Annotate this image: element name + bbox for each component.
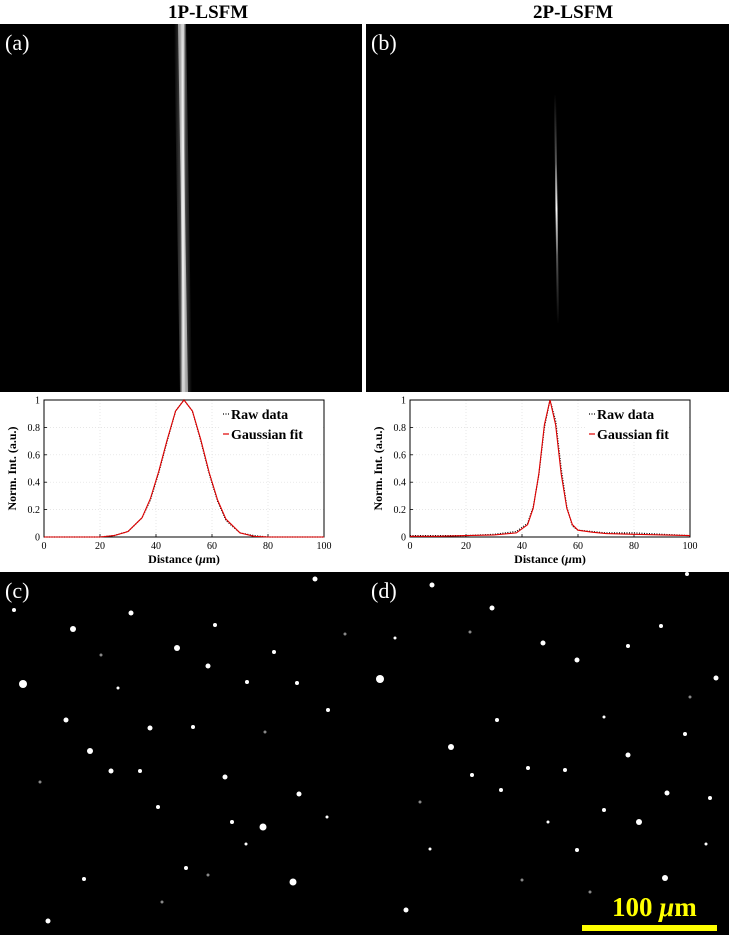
x-tick-label: 0 (408, 541, 413, 552)
x-tick-label: 0 (42, 541, 47, 552)
legend-box (587, 402, 688, 442)
x-tick-label: 20 (461, 541, 471, 552)
series-gaussian-fit (44, 399, 324, 538)
y-tick-label: 0.4 (28, 478, 41, 489)
bead-field (12, 572, 719, 924)
x-axis-title: Distance (μm) (514, 552, 586, 566)
x-tick-label: 100 (317, 541, 332, 552)
legend-label: Gaussian fit (597, 428, 669, 443)
x-tick-label: 80 (629, 541, 639, 552)
panel-label-a: (a) (5, 30, 30, 55)
beam-1p (174, 24, 192, 392)
x-tick-label: 40 (517, 541, 527, 552)
y-tick-label: 0.2 (394, 505, 407, 516)
column-title-1p: 1P-LSFM (168, 2, 249, 23)
beam-2p (554, 94, 559, 324)
legend-box (221, 402, 322, 442)
panel-a-light-sheet-1p: (a) (0, 24, 362, 392)
y-tick-label: 0.4 (394, 478, 407, 489)
x-axis-title: Distance (μm) (148, 552, 220, 566)
x-tick-label: 100 (683, 541, 698, 552)
legend-label: Raw data (597, 408, 654, 423)
legend-label: Gaussian fit (231, 428, 303, 443)
y-axis-title: Norm. Int. (a.u.) (5, 427, 19, 511)
series-gaussian-fit (410, 399, 691, 537)
panel-label-d: (d) (371, 578, 397, 603)
profile-plot-a: 0 20 40 60 80 100 0 0.2 0.4 0.6 0.8 1 Distance (μm) N… (0, 392, 362, 572)
series-raw-data (410, 399, 691, 537)
scale-bar (582, 925, 717, 931)
scale-bar-label: 100 μm (612, 892, 697, 922)
y-tick-label: 1 (35, 396, 40, 407)
y-tick-label: 1 (401, 396, 406, 407)
legend-label: Raw data (231, 408, 288, 423)
x-tick-label: 80 (263, 541, 273, 552)
panel-label-b: (b) (371, 30, 397, 55)
y-tick-label: 0.8 (394, 423, 407, 434)
x-tick-label: 20 (95, 541, 105, 552)
column-title-2p: 2P-LSFM (533, 2, 614, 23)
y-tick-label: 0 (35, 533, 40, 544)
x-tick-label: 40 (151, 541, 161, 552)
panel-b-light-sheet-2p: (b) (366, 24, 729, 392)
profile-plot-b: 0 20 40 60 80 100 0 0.2 0.4 0.6 0.8 1 Distance (μm) N… (366, 392, 729, 572)
panel-label-c: (c) (5, 578, 30, 603)
x-tick-label: 60 (573, 541, 583, 552)
y-tick-label: 0.6 (28, 450, 41, 461)
y-tick-label: 0 (401, 533, 406, 544)
x-tick-label: 60 (207, 541, 217, 552)
panel-cd-bead-images: (c) (d) (0, 572, 729, 935)
y-tick-label: 0.2 (28, 505, 41, 516)
y-tick-label: 0.6 (394, 450, 407, 461)
y-axis-title: Norm. Int. (a.u.) (371, 427, 385, 511)
y-tick-label: 0.8 (28, 423, 41, 434)
